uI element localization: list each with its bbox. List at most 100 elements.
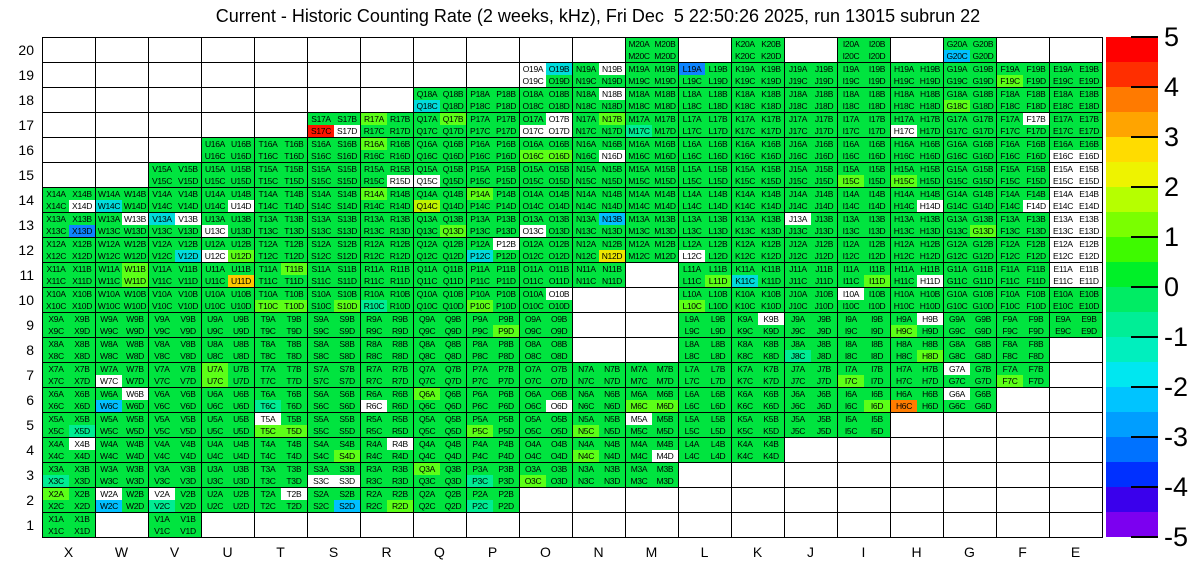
subcell-empty: [493, 513, 519, 525]
subcell-empty: [175, 113, 201, 125]
subcell-G14A: G14A: [944, 188, 970, 200]
subcell-empty: [652, 488, 678, 500]
subcell-W14A: W14A: [96, 188, 122, 200]
subcell-empty: [122, 38, 148, 50]
subcell-M19B: M19B: [652, 63, 678, 75]
cell-J20: [784, 37, 838, 63]
cell-U10: U10A U10B U10C U10D: [201, 287, 255, 313]
subcell-empty: [387, 100, 413, 112]
subcell-V11B: V11B: [175, 263, 201, 275]
subcell-L17A: L17A: [679, 113, 705, 125]
subcell-empty: [122, 175, 148, 187]
cell-E7: [1049, 362, 1103, 388]
subcell-empty: [785, 513, 811, 525]
subcell-empty: [626, 275, 652, 287]
subcell-F8B: F8B: [1023, 338, 1049, 350]
subcell-M6A: M6A: [626, 388, 652, 400]
subcell-W4D: W4D: [122, 450, 148, 462]
subcell-O14A: O14A: [520, 188, 546, 200]
subcell-P13B: P13B: [493, 213, 519, 225]
subcell-E9D: E9D: [1076, 325, 1102, 337]
subcell-empty: [361, 75, 387, 87]
subcell-O5B: O5B: [546, 413, 572, 425]
subcell-empty: [785, 500, 811, 512]
subcell-O19D: O19D: [546, 75, 572, 87]
subcell-empty: [361, 63, 387, 75]
colorbar-tick: [1131, 486, 1158, 488]
subcell-L11B: L11B: [705, 263, 731, 275]
subcell-J7B: J7B: [811, 363, 837, 375]
subcell-U8B: U8B: [228, 338, 254, 350]
subcell-U5A: U5A: [202, 413, 228, 425]
subcell-I15C: I15C: [838, 175, 864, 187]
cell-K4: K4A K4B K4C K4D: [731, 437, 785, 463]
subcell-F13C: F13C: [997, 225, 1023, 237]
colorbar-tick: [1131, 286, 1158, 288]
cell-R8: R8A R8B R8C R8D: [360, 337, 414, 363]
subcell-K19D: K19D: [758, 75, 784, 87]
subcell-K6D: K6D: [758, 400, 784, 412]
cell-K6: K6A K6B K6C K6D: [731, 387, 785, 413]
subcell-L14A: L14A: [679, 188, 705, 200]
subcell-empty: [175, 125, 201, 137]
subcell-G16D: G16D: [970, 150, 996, 162]
subcell-empty: [573, 500, 599, 512]
subcell-empty: [732, 463, 758, 475]
subcell-H11B: H11B: [917, 263, 943, 275]
cell-S7: S7A S7B S7C S7D: [307, 362, 361, 388]
subcell-R4B: R4B: [387, 438, 413, 450]
cell-W19: [95, 62, 149, 88]
cell-U16: U16A U16B U16C U16D: [201, 137, 255, 163]
cell-V13: V13A V13B V13C V13D: [148, 212, 202, 238]
subcell-F16B: F16B: [1023, 138, 1049, 150]
subcell-empty: [1076, 450, 1102, 462]
y-axis-label-9: 9: [26, 316, 34, 333]
subcell-F11A: F11A: [997, 263, 1023, 275]
subcell-T8D: T8D: [281, 350, 307, 362]
subcell-X10C: X10C: [43, 300, 69, 312]
subcell-K11D: K11D: [758, 275, 784, 287]
subcell-E17B: E17B: [1076, 113, 1102, 125]
cell-F3: [996, 462, 1050, 488]
subcell-empty: [1050, 50, 1076, 62]
subcell-empty: [599, 488, 625, 500]
subcell-empty: [997, 50, 1023, 62]
subcell-L7A: L7A: [679, 363, 705, 375]
subcell-empty: [228, 50, 254, 62]
cell-L15: L15A L15B L15C L15D: [678, 162, 732, 188]
cell-W2: W2A W2B W2C W2D: [95, 487, 149, 513]
subcell-X9A: X9A: [43, 313, 69, 325]
cell-H14: H14A H14B H14C H14D: [890, 187, 944, 213]
subcell-R15A: R15A: [361, 163, 387, 175]
subcell-P10C: P10C: [467, 300, 493, 312]
subcell-Q5C: Q5C: [414, 425, 440, 437]
subcell-S6A: S6A: [308, 388, 334, 400]
subcell-G19C: G19C: [944, 75, 970, 87]
subcell-E13C: E13C: [1050, 225, 1076, 237]
subcell-K8C: K8C: [732, 350, 758, 362]
subcell-empty: [96, 150, 122, 162]
subcell-X11D: X11D: [69, 275, 95, 287]
subcell-X8A: X8A: [43, 338, 69, 350]
subcell-I10C: I10C: [838, 300, 864, 312]
subcell-empty: [440, 63, 466, 75]
cell-V18: [148, 87, 202, 113]
cell-P4: P4A P4B P4C P4D: [466, 437, 520, 463]
cell-E19: E19A E19B E19C E19D: [1049, 62, 1103, 88]
cell-T18: [254, 87, 308, 113]
cell-Q13: Q13A Q13B Q13C Q13D: [413, 212, 467, 238]
cell-I6: I6A I6B I6C I6D: [837, 387, 891, 413]
subcell-F16D: F16D: [1023, 150, 1049, 162]
subcell-empty: [1023, 500, 1049, 512]
cell-F5: [996, 412, 1050, 438]
subcell-empty: [43, 125, 69, 137]
subcell-Q6C: Q6C: [414, 400, 440, 412]
subcell-O16C: O16C: [520, 150, 546, 162]
subcell-T3C: T3C: [255, 475, 281, 487]
subcell-L10D: L10D: [705, 300, 731, 312]
x-axis-label-U: U: [222, 544, 233, 560]
subcell-H17C: H17C: [891, 125, 917, 137]
subcell-empty: [43, 150, 69, 162]
subcell-T14D: T14D: [281, 200, 307, 212]
subcell-G18D: G18D: [970, 100, 996, 112]
